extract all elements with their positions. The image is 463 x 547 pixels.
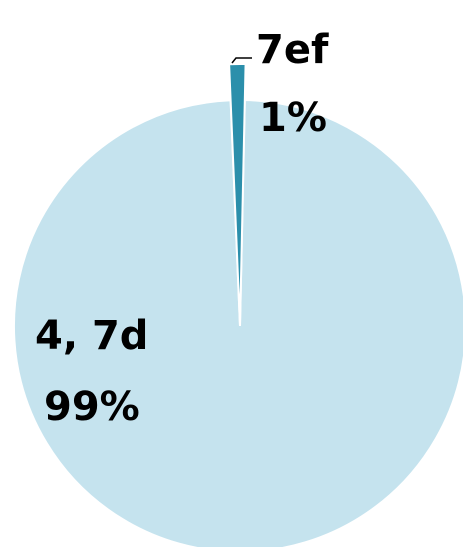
pie-slices (12, 63, 463, 547)
pie-slice-7ef (228, 63, 247, 327)
slice-label-percent-7ef: 1% (259, 95, 327, 141)
leader-line-7ef (231, 57, 252, 64)
slice-labels: 4, 7d 99% 7ef 1% (35, 27, 329, 430)
pie-slice-4-7d (12, 99, 463, 547)
slice-label-name-7ef: 7ef (256, 27, 329, 73)
slice-label-name-4-7d: 4, 7d (35, 313, 148, 359)
slice-label-percent-4-7d: 99% (44, 384, 140, 430)
